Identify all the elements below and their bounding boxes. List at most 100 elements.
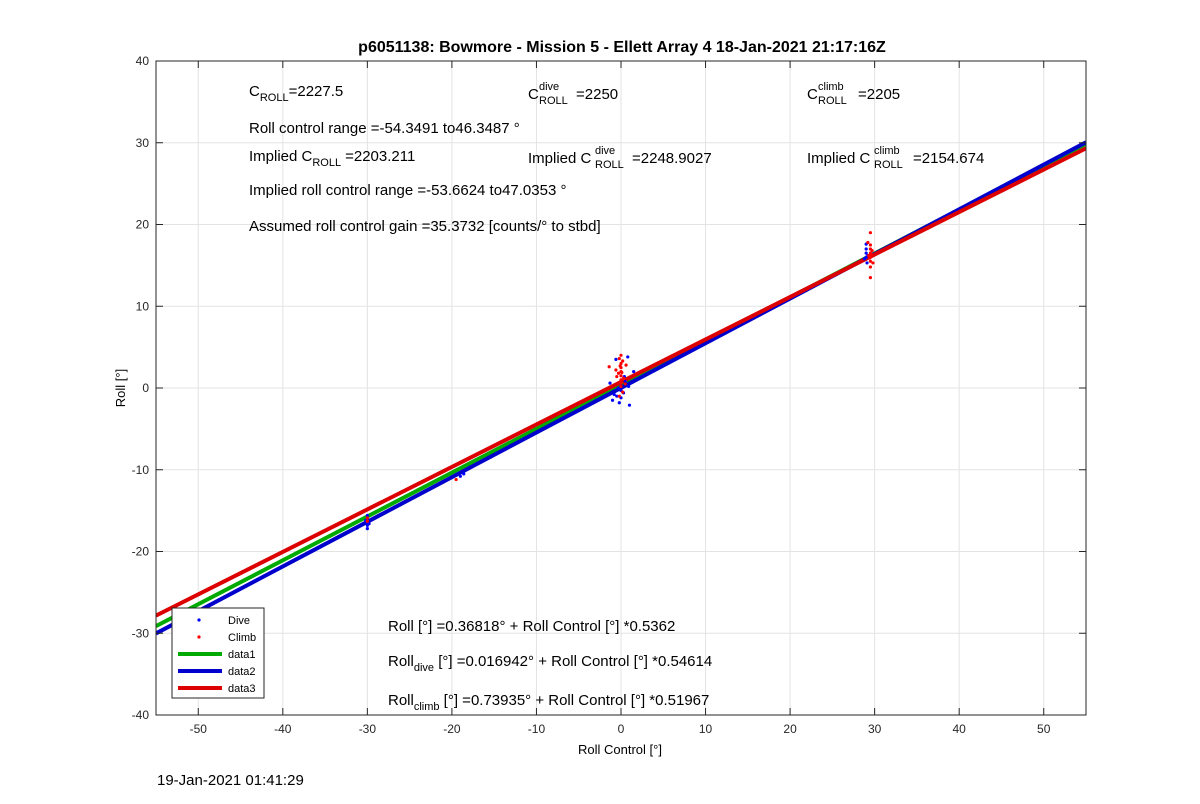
point-dive	[627, 403, 632, 407]
point-climb	[616, 371, 621, 375]
point-dive	[458, 474, 462, 478]
point-dive	[616, 386, 621, 390]
point-climb	[624, 363, 628, 367]
axis-ticks: -50 -40 -30 -20 -10 0 10 20 30 40 50 -40 -30 -20 -10 0 1…	[132, 54, 1086, 736]
point-climb	[868, 276, 873, 280]
legend-label-dive: Dive	[228, 615, 250, 627]
x-tick-label: -10	[528, 722, 546, 736]
point-climb	[614, 368, 618, 372]
point-dive	[365, 513, 369, 518]
x-tick-label: -30	[359, 722, 377, 736]
assumed-gain: Assumed roll control gain =35.3732 [coun…	[249, 218, 601, 235]
point-climb	[619, 361, 623, 366]
c-roll-dive-annotation: C	[528, 86, 539, 103]
y-tick-label: 20	[136, 218, 150, 232]
legend: Dive Climb data1 data2 data3	[171, 607, 265, 699]
implied-c-roll-dive-superscript: dive	[595, 145, 615, 157]
x-tick-label: -20	[443, 722, 461, 736]
point-dive	[865, 261, 869, 265]
point-dive	[365, 527, 369, 531]
point-climb	[365, 516, 369, 520]
y-tick-label: -40	[132, 708, 150, 722]
footer-timestamp: 19-Jan-2021 01:41:29	[157, 772, 304, 789]
legend-label-data3: data3	[228, 683, 256, 695]
point-dive	[614, 357, 618, 361]
point-dive	[632, 370, 636, 374]
point-climb	[620, 370, 624, 375]
annotations-upper: CROLL=2227.5 C dive ROLL =2250 C climb R…	[249, 81, 984, 235]
legend-marker-dive	[197, 618, 201, 622]
legend-label-climb: Climb	[228, 632, 256, 644]
point-climb	[607, 365, 611, 369]
y-tick-label: -30	[132, 626, 150, 640]
x-tick-label: 30	[868, 722, 882, 736]
point-climb	[871, 261, 875, 265]
c-roll-climb-annotation: C	[807, 86, 818, 103]
point-climb	[618, 364, 622, 368]
y-tick-label: -10	[132, 463, 150, 477]
point-climb	[619, 374, 623, 378]
x-tick-label: -50	[190, 722, 208, 736]
x-tick-label: 50	[1037, 722, 1051, 736]
point-climb	[867, 253, 871, 258]
annotations-fits: Roll [°] =0.36818° + Roll Control [°] *0…	[388, 618, 712, 713]
point-climb	[870, 249, 874, 253]
point-dive	[610, 398, 615, 402]
point-dive	[462, 472, 466, 476]
legend-label-data1: data1	[228, 649, 256, 661]
point-climb	[867, 256, 872, 260]
legend-marker-climb	[197, 635, 201, 639]
y-tick-label: -20	[132, 545, 150, 559]
y-tick-label: 40	[136, 54, 150, 68]
point-climb	[619, 378, 623, 382]
implied-c-roll-climb-superscript: climb	[874, 145, 900, 157]
point-dive	[864, 247, 868, 251]
implied-c-roll-climb-subscript: ROLL	[874, 159, 903, 171]
x-tick-label: 0	[618, 722, 625, 736]
implied-c-roll-climb-annotation: Implied C	[807, 150, 871, 167]
point-climb	[619, 384, 623, 388]
point-climb	[619, 381, 623, 385]
point-dive	[862, 257, 867, 261]
point-climb	[868, 243, 873, 247]
y-tick-label: 10	[136, 299, 150, 313]
point-dive	[627, 384, 631, 388]
chart-title: p6051138: Bowmore - Mission 5 - Ellett A…	[358, 39, 886, 56]
x-tick-label: 40	[953, 722, 967, 736]
point-dive	[615, 394, 619, 398]
point-climb	[617, 394, 621, 398]
x-tick-label: -40	[274, 722, 292, 736]
legend-label-data2: data2	[228, 666, 256, 678]
y-axis-label: Roll [°]	[113, 369, 128, 407]
fit-dive: Rolldive [°] =0.016942° + Roll Control […	[388, 653, 712, 674]
roll-control-range: Roll control range =-54.3491 to46.3487 °	[249, 120, 520, 137]
fit-all: Roll [°] =0.36818° + Roll Control [°] *0…	[388, 618, 675, 635]
point-climb	[868, 231, 873, 235]
point-climb	[866, 240, 870, 245]
implied-c-roll-dive-annotation: Implied C	[528, 150, 592, 167]
c-roll-climb-subscript: ROLL	[818, 95, 847, 107]
implied-c-roll-dive-value: =2248.9027	[632, 150, 712, 167]
point-dive	[367, 522, 371, 526]
point-climb	[615, 374, 619, 379]
point-dive	[617, 401, 621, 405]
data-points	[364, 231, 875, 531]
point-climb	[454, 477, 458, 482]
c-roll-annotation: CROLL=2227.5	[249, 83, 343, 104]
point-climb	[621, 359, 625, 363]
y-tick-label: 0	[142, 381, 149, 395]
c-roll-climb-value: =2205	[858, 86, 900, 103]
point-climb	[365, 519, 369, 523]
c-roll-climb-superscript: climb	[818, 81, 844, 93]
implied-roll-control-range: Implied roll control range =-53.6624 to4…	[249, 182, 566, 199]
c-roll-dive-subscript: ROLL	[539, 95, 568, 107]
point-climb	[619, 353, 623, 357]
point-climb	[868, 259, 873, 263]
x-axis-label: Roll Control [°]	[578, 742, 662, 757]
point-climb	[621, 376, 626, 380]
implied-c-roll-annotation: Implied CROLL =2203.211	[249, 148, 415, 169]
x-tick-label: 10	[699, 722, 713, 736]
point-climb	[868, 265, 873, 269]
point-climb	[621, 390, 625, 394]
